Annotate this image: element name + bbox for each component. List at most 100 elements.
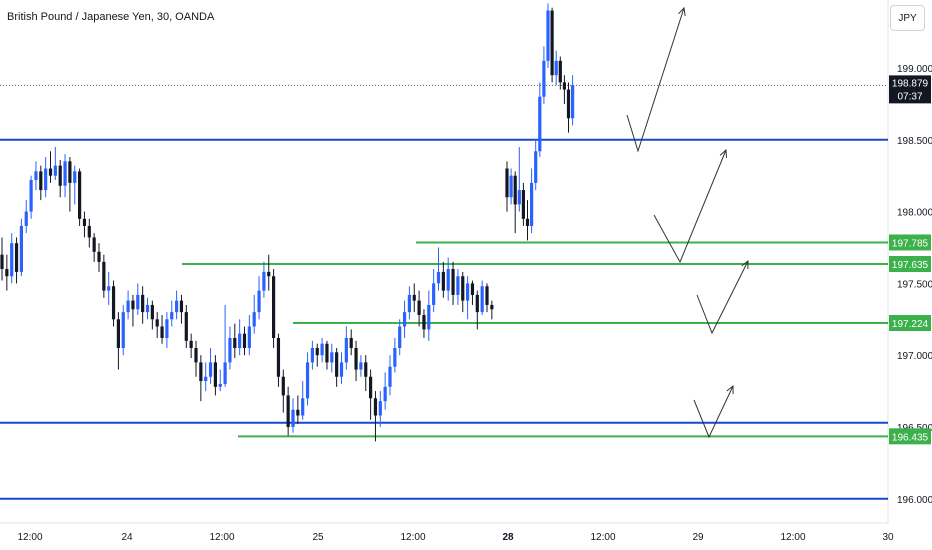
bullish-candle xyxy=(73,171,77,183)
bullish-candle xyxy=(407,294,411,313)
bullish-candle xyxy=(330,352,334,363)
bullish-candle xyxy=(29,180,33,212)
bearish-candle xyxy=(131,300,135,310)
time-tick-label: 28 xyxy=(502,532,514,543)
bearish-candle xyxy=(364,362,368,377)
arrow-head xyxy=(719,148,727,159)
bearish-candle xyxy=(513,175,517,205)
bullish-candle xyxy=(262,271,266,291)
bearish-candle xyxy=(369,376,373,399)
bearish-candle xyxy=(92,237,96,252)
bullish-candle xyxy=(320,343,324,356)
bullish-candle xyxy=(63,161,67,186)
bullish-candle xyxy=(223,362,227,384)
bullish-candle xyxy=(257,290,261,313)
price-tick-label: 198.000 xyxy=(897,208,932,219)
chart-grid xyxy=(0,0,889,524)
price-tick-label: 196.000 xyxy=(897,495,932,506)
bearish-candle xyxy=(160,326,164,338)
bearish-candle xyxy=(189,340,193,349)
bullish-candle xyxy=(145,304,150,313)
green-level-price-tag xyxy=(889,256,931,273)
green-level-price-label: 197.224 xyxy=(892,319,929,330)
bullish-candle xyxy=(571,85,575,119)
projection-arrow-path xyxy=(696,260,749,335)
bullish-candle xyxy=(136,294,140,310)
currency-selector-button[interactable]: JPY xyxy=(890,5,925,31)
bearish-candle xyxy=(199,362,203,382)
bullish-candle xyxy=(121,312,125,349)
bearish-candle xyxy=(485,286,489,305)
bearish-candle xyxy=(490,304,494,310)
green-level-price-label: 196.435 xyxy=(892,432,929,443)
green-level-price-label: 197.785 xyxy=(892,238,929,249)
bearish-candle xyxy=(562,82,566,90)
bearish-candle xyxy=(141,294,145,313)
time-axis[interactable]: 12:00 24 12:00 25 12:00 28 12:00 29 12:00 30 xyxy=(17,532,894,543)
bearish-candle xyxy=(417,300,421,315)
bullish-candle xyxy=(388,366,392,387)
arrow-head xyxy=(741,259,749,270)
bearish-candle xyxy=(296,409,300,416)
bullish-candle xyxy=(339,362,344,377)
current-price-tag xyxy=(889,75,931,104)
arrow-head xyxy=(678,6,686,16)
bullish-candle xyxy=(107,286,111,291)
bearish-candle xyxy=(461,276,465,301)
bearish-candle xyxy=(97,251,101,262)
horizontal-levels xyxy=(0,84,888,500)
bullish-candle xyxy=(427,304,431,330)
bullish-candle xyxy=(165,319,169,338)
projection-arrow-path xyxy=(626,7,685,153)
bullish-candle xyxy=(538,96,542,152)
current-price-label: 198.879 xyxy=(892,78,929,89)
bullish-candle xyxy=(247,326,251,349)
bullish-candle xyxy=(126,300,130,313)
bearish-candle xyxy=(242,333,247,349)
bullish-candle xyxy=(509,175,513,198)
time-tick-label: 12:00 xyxy=(17,532,42,543)
annotation-arrows xyxy=(626,6,749,439)
bearish-candle xyxy=(0,254,4,270)
bearish-candle xyxy=(470,283,475,295)
bullish-candle xyxy=(10,243,14,277)
bearish-candle xyxy=(78,171,82,219)
bearish-candle xyxy=(233,337,237,349)
bullish-candle xyxy=(238,333,242,349)
bullish-candle xyxy=(53,165,57,176)
bearish-candle xyxy=(441,271,445,291)
chart-title: British Pound / Japanese Yen, 30, OANDA xyxy=(7,11,215,23)
bearish-candle xyxy=(87,225,91,238)
bearish-candle xyxy=(272,276,276,338)
time-tick-label: 25 xyxy=(312,532,324,543)
bearish-candle xyxy=(315,348,319,356)
bullish-candle xyxy=(228,337,232,363)
bearish-candle xyxy=(116,319,120,349)
bullish-candle xyxy=(34,171,38,181)
bearish-candle xyxy=(58,165,62,186)
bullish-candle xyxy=(534,151,538,183)
bullish-candle xyxy=(398,326,402,349)
bullish-candle xyxy=(466,283,470,301)
bearish-candle xyxy=(373,398,378,416)
bearish-candle xyxy=(68,161,72,183)
bearish-candle xyxy=(558,60,562,83)
green-level-price-label: 197.635 xyxy=(892,260,929,271)
bullish-candle xyxy=(44,168,48,191)
bearish-candle xyxy=(150,304,154,320)
bullish-candle xyxy=(517,190,521,205)
bullish-candle xyxy=(305,362,310,399)
bullish-candle xyxy=(19,225,23,272)
bullish-candle xyxy=(291,409,295,427)
green-level-price-tag xyxy=(889,428,931,445)
bearish-candle xyxy=(335,352,339,377)
green-level-price-tag xyxy=(889,234,931,251)
bullish-candle xyxy=(393,348,397,367)
bearish-candle xyxy=(155,319,159,327)
bearish-candle xyxy=(451,269,455,295)
bullish-candle xyxy=(383,386,387,402)
bullish-candle xyxy=(24,211,28,226)
time-tick-label: 12:00 xyxy=(209,532,234,543)
price-axis[interactable]: 199.000198.500198.000197.500197.000196.5… xyxy=(889,64,932,506)
